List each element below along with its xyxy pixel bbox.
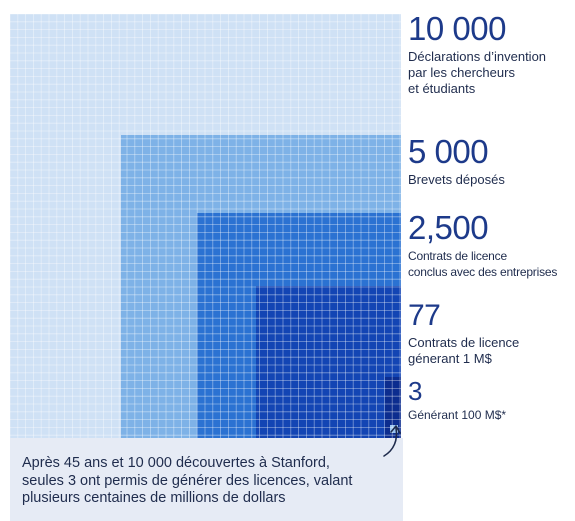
stat-item-licenses-1m: 77 Contrats de licence génerant 1 M$ <box>408 301 575 367</box>
stat-label: Brevets déposés <box>408 172 505 187</box>
stat-label: Contrats de licence génerant 1 M$ <box>408 335 520 366</box>
stat-item-invention-declarations: 10 000 Déclarations d’invention par les … <box>408 12 575 97</box>
stat-number: 5 000 <box>408 133 489 170</box>
stat-label: Déclarations d’invention par les cherche… <box>408 49 547 96</box>
stat-number: 3 <box>408 376 422 406</box>
stat-label: Générant 100 M$* <box>408 408 507 422</box>
caption-box: Après 45 ans et 10 000 découvertes à Sta… <box>10 438 403 521</box>
stat-item-license-contracts: 2,500 Contrats de licence conclus avec d… <box>408 211 575 280</box>
nested-square-chart <box>9 13 401 438</box>
square-level-5 <box>385 377 401 438</box>
stat-number: 77 <box>408 299 441 332</box>
grid-overlay <box>9 13 401 438</box>
stat-label: Contrats de licence conclus avec des ent… <box>408 249 558 279</box>
stat-item-licenses-100m: 3 Générant 100 M$* <box>408 378 575 423</box>
caption-text: Après 45 ans et 10 000 découvertes à Sta… <box>22 455 353 506</box>
square-level-4 <box>256 286 401 438</box>
stat-item-patents: 5 000 Brevets déposés <box>408 135 575 188</box>
curved-arrow-icon <box>383 425 401 457</box>
stat-number: 2,500 <box>408 209 489 246</box>
stat-number: 10 000 <box>408 10 506 47</box>
